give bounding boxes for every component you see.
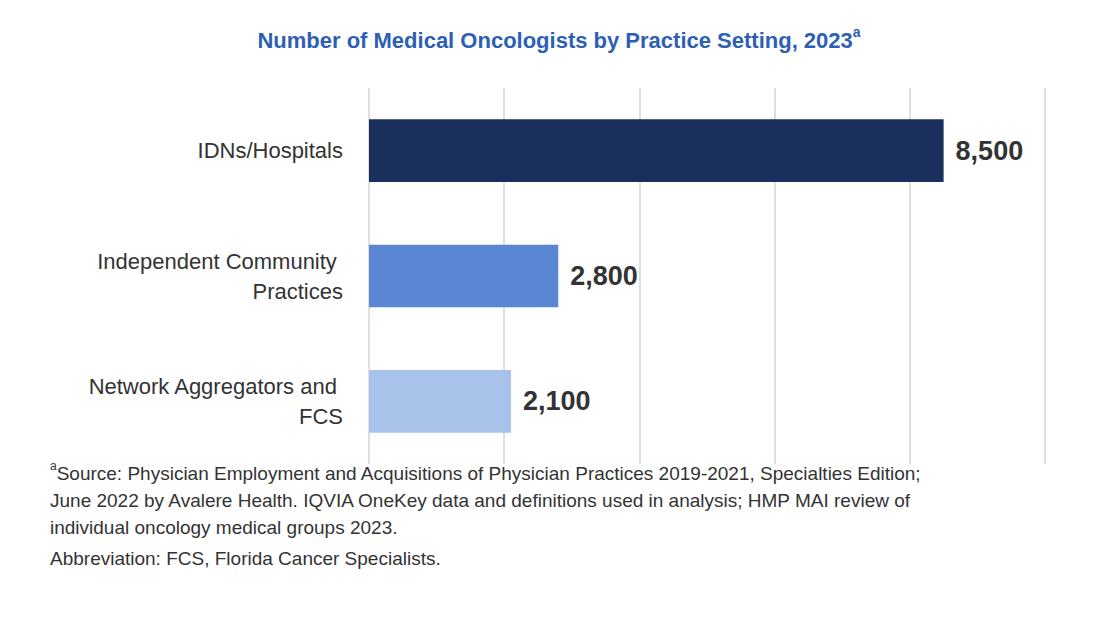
svg-text:2,800: 2,800 <box>570 261 638 291</box>
svg-text:Abbreviation: FCS, Florida Can: Abbreviation: FCS, Florida Cancer Specia… <box>50 548 441 569</box>
svg-text:Number of Medical Oncologists: Number of Medical Oncologists by Practic… <box>257 28 852 53</box>
svg-text:individual oncology medical gr: individual oncology medical groups 2023. <box>50 517 398 538</box>
svg-text:a: a <box>853 24 861 40</box>
svg-text:IDNs/Hospitals: IDNs/Hospitals <box>198 138 343 163</box>
svg-text:June 2022 by Avalere Health. I: June 2022 by Avalere Health. IQVIA OneKe… <box>50 490 911 511</box>
svg-text:Practices: Practices <box>253 279 343 304</box>
svg-text:8,500: 8,500 <box>956 136 1024 166</box>
svg-text:Independent Community: Independent Community <box>97 249 343 274</box>
svg-text:a: a <box>50 459 57 473</box>
svg-text:2,100: 2,100 <box>523 386 591 416</box>
svg-text:Network Aggregators and: Network Aggregators and <box>89 374 343 399</box>
svg-text:FCS: FCS <box>299 404 343 429</box>
svg-text:Source: Physician Employment a: Source: Physician Employment and Acquisi… <box>57 463 921 484</box>
